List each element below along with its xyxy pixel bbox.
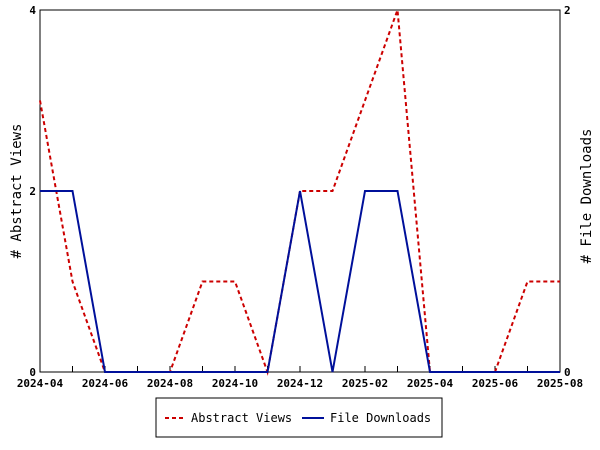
x-tick-label: 2025-02 (342, 377, 388, 390)
y-axis-left-label: # Abstract Views (9, 124, 25, 259)
x-axis: 2024-04 2024-06 2024-08 2024-10 2024-12 2025-… (17, 366, 583, 390)
x-tick-label: 2024-06 (82, 377, 129, 390)
y-right-tick-label: 2 (564, 4, 571, 17)
legend-box (155, 397, 443, 438)
legend: Abstract Views File Downloads (155, 397, 443, 438)
x-tick-label: 2025-06 (472, 377, 519, 390)
y-axis-right-label: # File Downloads (579, 129, 595, 264)
x-tick-label: 2024-04 (17, 377, 64, 390)
legend-label-file-downloads: File Downloads (330, 411, 431, 425)
y-left-tick-label: 4 (29, 4, 36, 17)
x-tick-label: 2024-10 (212, 377, 258, 390)
y-left-tick-label: 2 (29, 185, 36, 198)
y-left-tick-label: 0 (29, 366, 36, 379)
series-line-file-downloads (40, 190, 560, 373)
x-tick-label: 2024-08 (147, 377, 193, 390)
x-tick-label: 2024-12 (277, 377, 323, 390)
y-right-tick-label: 0 (564, 366, 571, 379)
x-tick-label: 2025-04 (407, 377, 454, 390)
x-tick-label: 2025-08 (537, 377, 583, 390)
legend-label-abstract-views: Abstract Views (191, 411, 292, 425)
series-layer (39, 9, 560, 376)
